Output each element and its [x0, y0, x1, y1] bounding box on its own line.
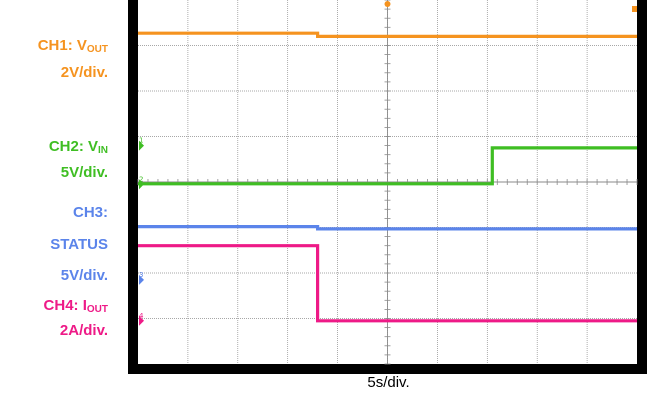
timebase-label: 5s/div. [367, 374, 410, 391]
ch2-label: CH2: VIN [0, 138, 108, 156]
trace-ch3 [138, 225, 637, 231]
ground-marker-4 [139, 315, 144, 326]
ch2-label-sub: IN [98, 145, 108, 156]
ground-marker-1-text: 1 [139, 137, 143, 145]
ground-marker-3-text: 3 [139, 271, 143, 279]
trigger-level-marker [632, 6, 637, 12]
ch1-label-prefix: CH1: V [37, 37, 87, 54]
ch2-label-prefix: CH2: V [48, 138, 98, 155]
trace-ch4 [138, 244, 637, 323]
trace-ch1 [138, 31, 637, 39]
ground-marker-1 [139, 140, 144, 151]
oscilloscope-screen: 1 2 3 4 [128, 0, 647, 374]
ground-marker-2 [139, 179, 144, 190]
ch1-scale: 2V/div. [60, 64, 108, 81]
ch1-label-sub: OUT [86, 44, 108, 55]
ch3-scale: 5V/div. [60, 267, 108, 284]
ch4-scale: 2A/div. [59, 322, 108, 339]
ch3-signal: STATUS [50, 236, 108, 253]
ch3-label: CH3: [72, 204, 108, 221]
ch1-label: CH1: VOUT [0, 37, 108, 55]
trigger-position-marker [384, 1, 391, 7]
trace-ch2 [138, 146, 637, 186]
ch4-label: CH4: IOUT [0, 297, 108, 315]
ch4-label-sub: OUT [86, 304, 108, 315]
ground-marker-3 [139, 274, 144, 285]
ch4-label-prefix: CH4: I [43, 297, 87, 314]
ch2-scale: 5V/div. [60, 164, 108, 181]
ground-marker-4-text: 4 [139, 312, 144, 320]
ground-marker-2-text: 2 [139, 175, 143, 183]
